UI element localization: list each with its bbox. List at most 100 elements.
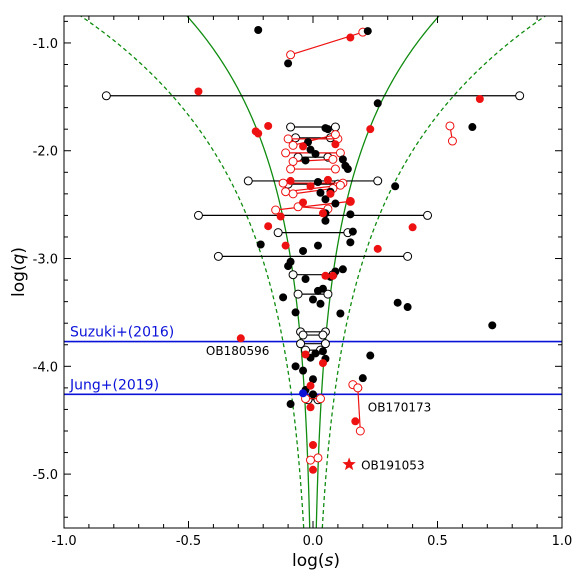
- black-solution-segment-end: [403, 251, 413, 261]
- y-tick-label: -5.0: [33, 468, 58, 483]
- red-planet-point: [299, 142, 308, 151]
- red-planet-point: [281, 241, 290, 250]
- red-planet-point: [194, 87, 203, 96]
- red-planet-point: [299, 198, 308, 207]
- black-planet-point: [336, 309, 345, 318]
- black-solution-segment-end: [193, 210, 203, 220]
- red-planet-point: [286, 176, 295, 185]
- black-planet-point: [291, 308, 300, 317]
- black-planet-point: [346, 210, 355, 219]
- black-planet-point: [363, 27, 372, 36]
- black-solution-segment-end: [293, 289, 303, 299]
- black-planet-point: [279, 293, 288, 302]
- black-planet-point: [301, 275, 310, 284]
- survey-limit-label: Jung+(2019): [69, 377, 159, 393]
- black-planet-point: [468, 123, 477, 132]
- black-solution-segment-end: [101, 91, 111, 101]
- red-planet-point: [331, 140, 340, 149]
- red-planet-point: [408, 223, 417, 232]
- black-planet-point: [331, 199, 340, 208]
- survey-limit-label: Suzuki+(2016): [70, 325, 174, 341]
- red-planet-point: [346, 33, 355, 42]
- close-boundary-dashed: [79, 16, 305, 528]
- black-solution-segment-end: [298, 330, 308, 340]
- black-solution-segment-end: [323, 289, 333, 299]
- black-planet-point: [348, 227, 357, 236]
- black-planet-point: [311, 149, 320, 158]
- x-tick-label: -1.0: [51, 534, 76, 549]
- black-planet-point: [284, 262, 293, 271]
- red-planet-point: [318, 359, 327, 368]
- plot-frame: [63, 15, 563, 529]
- black-planet-point: [313, 241, 322, 250]
- red-solution-segment-end: [283, 134, 293, 144]
- x-tick-label: -0.5: [176, 534, 201, 549]
- black-planet-point: [318, 347, 327, 356]
- red-planet-point: [254, 129, 263, 138]
- black-solution-segment-end: [286, 122, 296, 132]
- red-planet-point: [264, 121, 273, 130]
- black-solution-segment-end: [423, 210, 433, 220]
- red-planet-point: [309, 465, 317, 474]
- axis-ticks: -1.0 -0.5 0.0 0.5 1.0 -1.0 -2.0 -3.0 -4.0 -5.0: [33, 16, 573, 549]
- blue-planet-point: [299, 389, 308, 398]
- red-solution-segment-end: [288, 157, 298, 167]
- red-solution-segment-end: [330, 130, 340, 140]
- red-planet-point: [366, 125, 375, 134]
- red-solution-segment-end: [286, 50, 296, 60]
- red-solution-segment-end: [313, 453, 323, 463]
- red-solution-segment-end: [306, 455, 316, 465]
- x-tick-label: 1.0: [552, 534, 573, 549]
- y-tick-label: -1.0: [33, 37, 58, 52]
- red-solution-segment-end: [281, 148, 291, 158]
- event-label-ob191053: OB191053: [361, 458, 425, 472]
- red-planet-point: [301, 350, 310, 359]
- x-tick-label: 0.0: [303, 534, 324, 549]
- red-planet-point: [236, 334, 245, 343]
- event-label: OB170173: [368, 400, 432, 414]
- black-solution-segment-end: [515, 91, 525, 101]
- red-planet-point: [328, 271, 337, 280]
- black-solution-segment-end: [373, 176, 383, 186]
- red-planet-point: [326, 189, 335, 198]
- planet-points: [194, 26, 497, 474]
- red-planet-point: [323, 175, 332, 184]
- black-planet-point: [358, 374, 367, 383]
- red-solution-segment-end: [281, 187, 291, 197]
- red-solution-segment: [292, 187, 334, 195]
- event-label: OB180596: [206, 344, 270, 358]
- red-solution-segment: [293, 158, 333, 163]
- red-planet-point: [346, 197, 355, 206]
- black-planet-point: [488, 321, 497, 330]
- black-planet-point: [393, 298, 402, 307]
- red-solution-segment: [357, 387, 361, 432]
- red-solution-segment-end: [288, 189, 298, 199]
- black-planet-point: [346, 238, 355, 247]
- y-axis-label: log(q): [9, 247, 29, 297]
- red-planet-point: [264, 222, 273, 231]
- black-planet-point: [291, 362, 300, 371]
- black-solution-segment-end: [273, 228, 283, 238]
- red-solution-segment-end: [271, 205, 281, 215]
- red-planet-point: [276, 212, 285, 221]
- y-tick-label: -4.0: [33, 360, 58, 375]
- red-solution-segment-end: [330, 164, 340, 174]
- black-solution-segment-end: [296, 339, 306, 349]
- black-planet-point: [321, 195, 330, 204]
- red-solution-segment-end: [286, 164, 296, 174]
- black-planet-point: [309, 390, 317, 399]
- red-solution-segment-end: [328, 154, 338, 164]
- black-planet-point: [316, 299, 325, 308]
- red-solution-segment: [298, 206, 328, 210]
- red-planet-point: [475, 94, 484, 103]
- black-planet-point: [256, 240, 265, 249]
- black-planet-point: [284, 59, 293, 68]
- resonant-boundary-left: [186, 16, 311, 528]
- black-planet-point: [321, 216, 330, 225]
- y-tick-label: -3.0: [33, 253, 58, 268]
- y-tick-label: -2.0: [33, 145, 58, 160]
- black-solution-segment-end: [318, 330, 328, 340]
- black-planet-point: [373, 99, 382, 108]
- black-planet-point: [338, 155, 347, 164]
- black-planet-point: [343, 165, 352, 174]
